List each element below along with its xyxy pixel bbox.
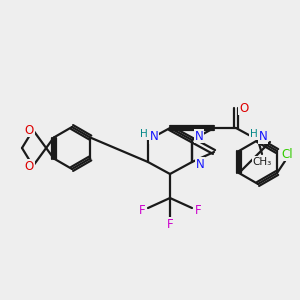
Text: H: H [250, 129, 258, 139]
Text: N: N [195, 130, 203, 142]
Text: H: H [140, 129, 148, 139]
Text: O: O [239, 101, 249, 115]
Text: O: O [24, 160, 34, 172]
Text: CH₃: CH₃ [252, 157, 272, 167]
Text: O: O [24, 124, 34, 136]
Text: N: N [150, 130, 158, 143]
Text: F: F [195, 203, 201, 217]
Text: F: F [167, 218, 173, 230]
Text: Cl: Cl [281, 148, 293, 160]
Text: F: F [139, 203, 145, 217]
Text: N: N [259, 130, 267, 143]
Text: N: N [196, 158, 204, 170]
